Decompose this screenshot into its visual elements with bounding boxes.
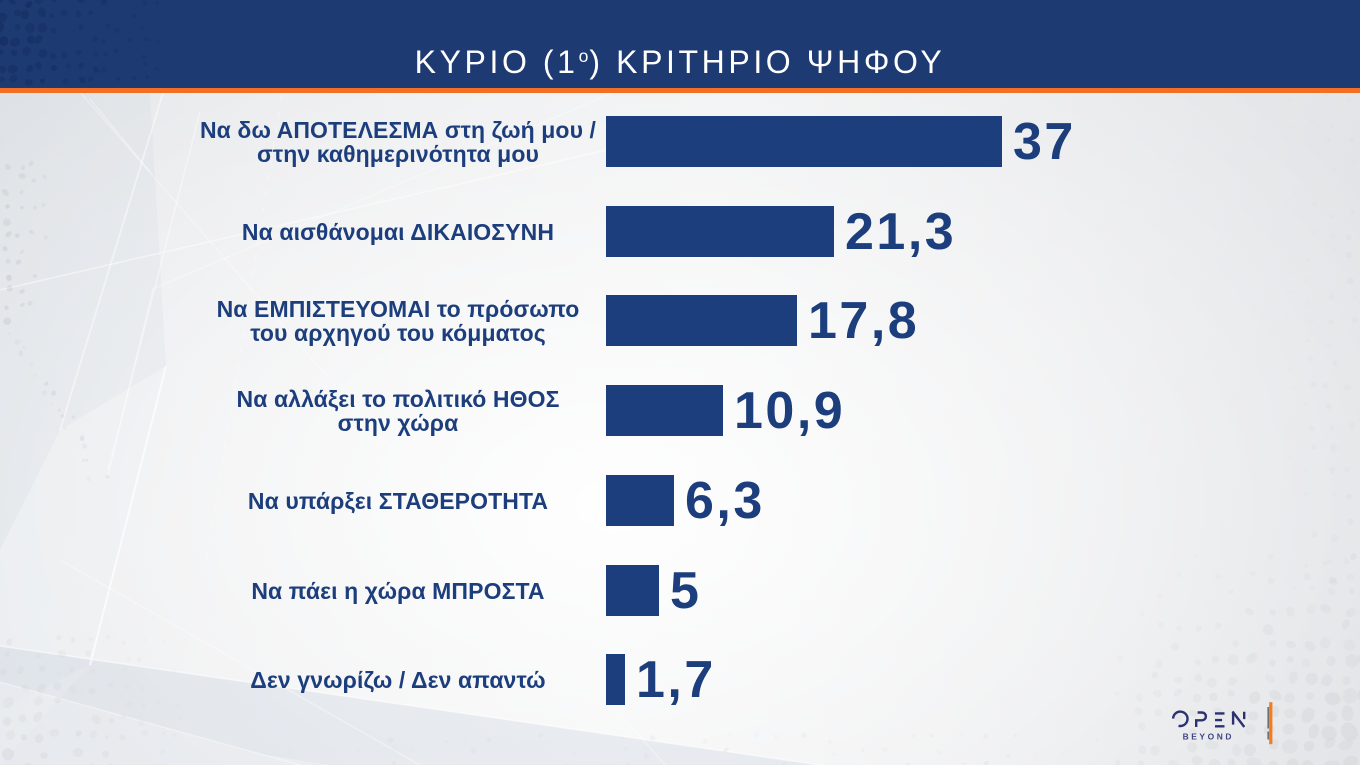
svg-text:BEYOND: BEYOND (1183, 732, 1234, 742)
